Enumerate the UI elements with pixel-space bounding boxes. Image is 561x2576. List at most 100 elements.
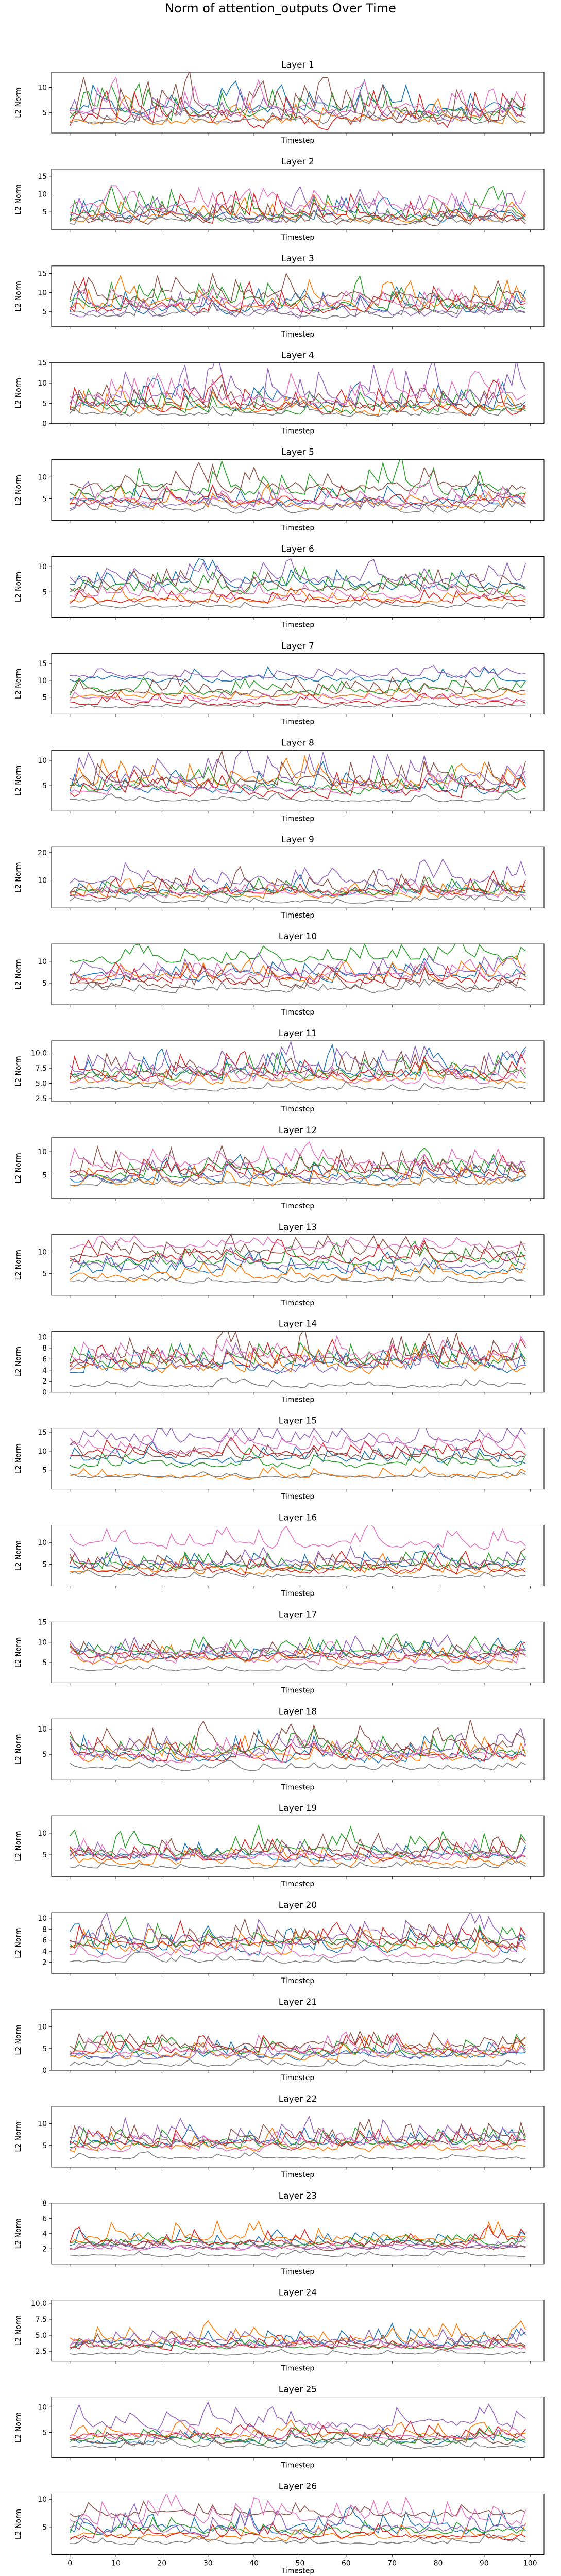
axes-frame (51, 1718, 545, 1780)
series-group (69, 664, 526, 709)
y-tick-label: 5 (42, 1467, 47, 1475)
axes-frame (51, 846, 545, 908)
y-tick-label: 5 (42, 208, 47, 217)
series-line-2 (70, 193, 526, 223)
series-line-4 (70, 2521, 526, 2541)
series-line-4 (70, 277, 526, 315)
y-tick-label: 8 (42, 1925, 47, 1934)
series-line-2 (70, 1060, 526, 1085)
subplot-title: Layer 6 (281, 544, 314, 555)
y-tick-label: 5 (42, 1851, 47, 1859)
axes-frame (51, 2300, 545, 2362)
series-line-8 (70, 791, 526, 803)
series-line-7 (70, 368, 526, 407)
y-axis-label: L2 Norm (14, 184, 23, 214)
series-line-6 (70, 750, 526, 790)
y-tick-label: 5 (42, 495, 47, 503)
series-line-3 (70, 388, 526, 415)
series-line-1 (70, 1340, 526, 1374)
series-line-5 (70, 1428, 526, 1446)
x-axis-label: Timestep (281, 2567, 315, 2575)
subplot-layer-15: Layer 15 5 10 15 Timestep L2 Norm (14, 1416, 545, 1501)
axes-frame (51, 2397, 545, 2458)
axes-frame (51, 2106, 545, 2168)
series-line-8 (70, 399, 526, 418)
series-line-6 (70, 2429, 526, 2446)
series-line-8 (70, 1377, 526, 1388)
series-group (70, 2030, 526, 2067)
subplot-title: Layer 12 (279, 1125, 317, 1136)
series-line-7 (69, 1141, 526, 1169)
series-line-7 (70, 2494, 526, 2525)
axes-frame (51, 362, 545, 424)
series-line-6 (69, 272, 526, 304)
y-axis-label: L2 Norm (14, 1153, 23, 1183)
series-line-8 (70, 893, 526, 904)
series-line-5 (69, 1727, 526, 1758)
series-line-4 (69, 1736, 526, 1763)
series-group (69, 1428, 526, 1480)
series-line-5 (70, 1545, 526, 1567)
x-tick-label: 30 (203, 2560, 213, 2568)
series-group (69, 184, 526, 226)
series-line-7 (70, 1335, 526, 1362)
series-line-8 (70, 2151, 526, 2160)
y-tick-label: 10 (38, 877, 47, 885)
y-tick-label: 10 (38, 1830, 47, 1838)
y-axis-label: L2 Norm (14, 281, 23, 311)
series-line-8 (70, 1274, 526, 1284)
x-axis-label: Timestep (281, 1396, 315, 1404)
subplot-title: Layer 17 (279, 1609, 317, 1620)
y-tick-label: 5 (42, 308, 47, 316)
y-axis-label: L2 Norm (14, 1056, 23, 1086)
series-line-8 (70, 1760, 526, 1771)
series-line-3 (70, 763, 526, 795)
series-group (70, 1633, 526, 1672)
x-tick-label: 20 (158, 2560, 167, 2568)
axes-frame (51, 1331, 545, 1393)
subplot-layer-7: Layer 7 5 10 15 Timestep L2 Norm (14, 641, 545, 726)
subplot-layer-9: Layer 9 10 20 Timestep L2 Norm (14, 835, 545, 920)
axes-frame (51, 1234, 545, 1296)
subplot-layer-4: Layer 4 0 5 10 15 Timestep L2 Norm (14, 351, 545, 436)
series-line-2 (70, 2127, 526, 2153)
y-axis-label: L2 Norm (14, 2218, 23, 2249)
axes-frame (51, 2494, 545, 2555)
y-tick-label: 4 (42, 1948, 47, 1956)
subplot-layer-24: Layer 24 2.5 5.0 7.5 10.0 Timestep L2 Norm (14, 2288, 545, 2373)
y-axis-label: L2 Norm (14, 766, 23, 796)
y-axis-label: L2 Norm (14, 1443, 23, 1474)
x-axis-label: Timestep (281, 1202, 315, 1210)
y-tick-label: 15 (38, 1618, 47, 1626)
subplot-layer-19: Layer 19 5 10 Timestep L2 Norm (14, 1803, 545, 1888)
series-line-2 (70, 2036, 526, 2061)
series-line-2 (70, 1644, 526, 1666)
series-group (70, 1913, 526, 1964)
series-line-1 (69, 1441, 526, 1465)
x-axis-label: Timestep (281, 2462, 315, 2470)
subplot-layer-16: Layer 16 5 10 Timestep L2 Norm (14, 1513, 545, 1598)
x-axis-label: Timestep (281, 718, 315, 726)
series-line-4 (70, 1239, 526, 1264)
y-axis-label: L2 Norm (14, 669, 23, 699)
series-group (69, 72, 526, 130)
series-line-7 (70, 1432, 526, 1454)
y-tick-label: 5 (42, 979, 47, 988)
series-line-3 (70, 1445, 526, 1469)
series-line-1 (70, 666, 526, 683)
subplot-layer-22: Layer 22 5 10 Timestep L2 Norm (14, 2094, 545, 2179)
y-tick-label: 5 (42, 1172, 47, 1180)
series-line-7 (70, 2421, 526, 2440)
subplot-layer-12: Layer 12 5 10 Timestep L2 Norm (14, 1125, 545, 1210)
y-tick-label: 6 (42, 1355, 47, 1364)
series-line-3 (70, 275, 526, 312)
y-tick-label: 15 (38, 1428, 47, 1437)
x-axis-label: Timestep (281, 1299, 315, 1307)
series-line-8 (70, 1471, 526, 1479)
subplot-layer-2: Layer 2 5 10 15 Timestep L2 Norm (14, 157, 545, 242)
series-line-6 (70, 1440, 526, 1461)
axes-frame (51, 1428, 545, 1490)
series-line-8 (70, 1663, 526, 1672)
y-tick-label: 5.0 (36, 1080, 47, 1088)
